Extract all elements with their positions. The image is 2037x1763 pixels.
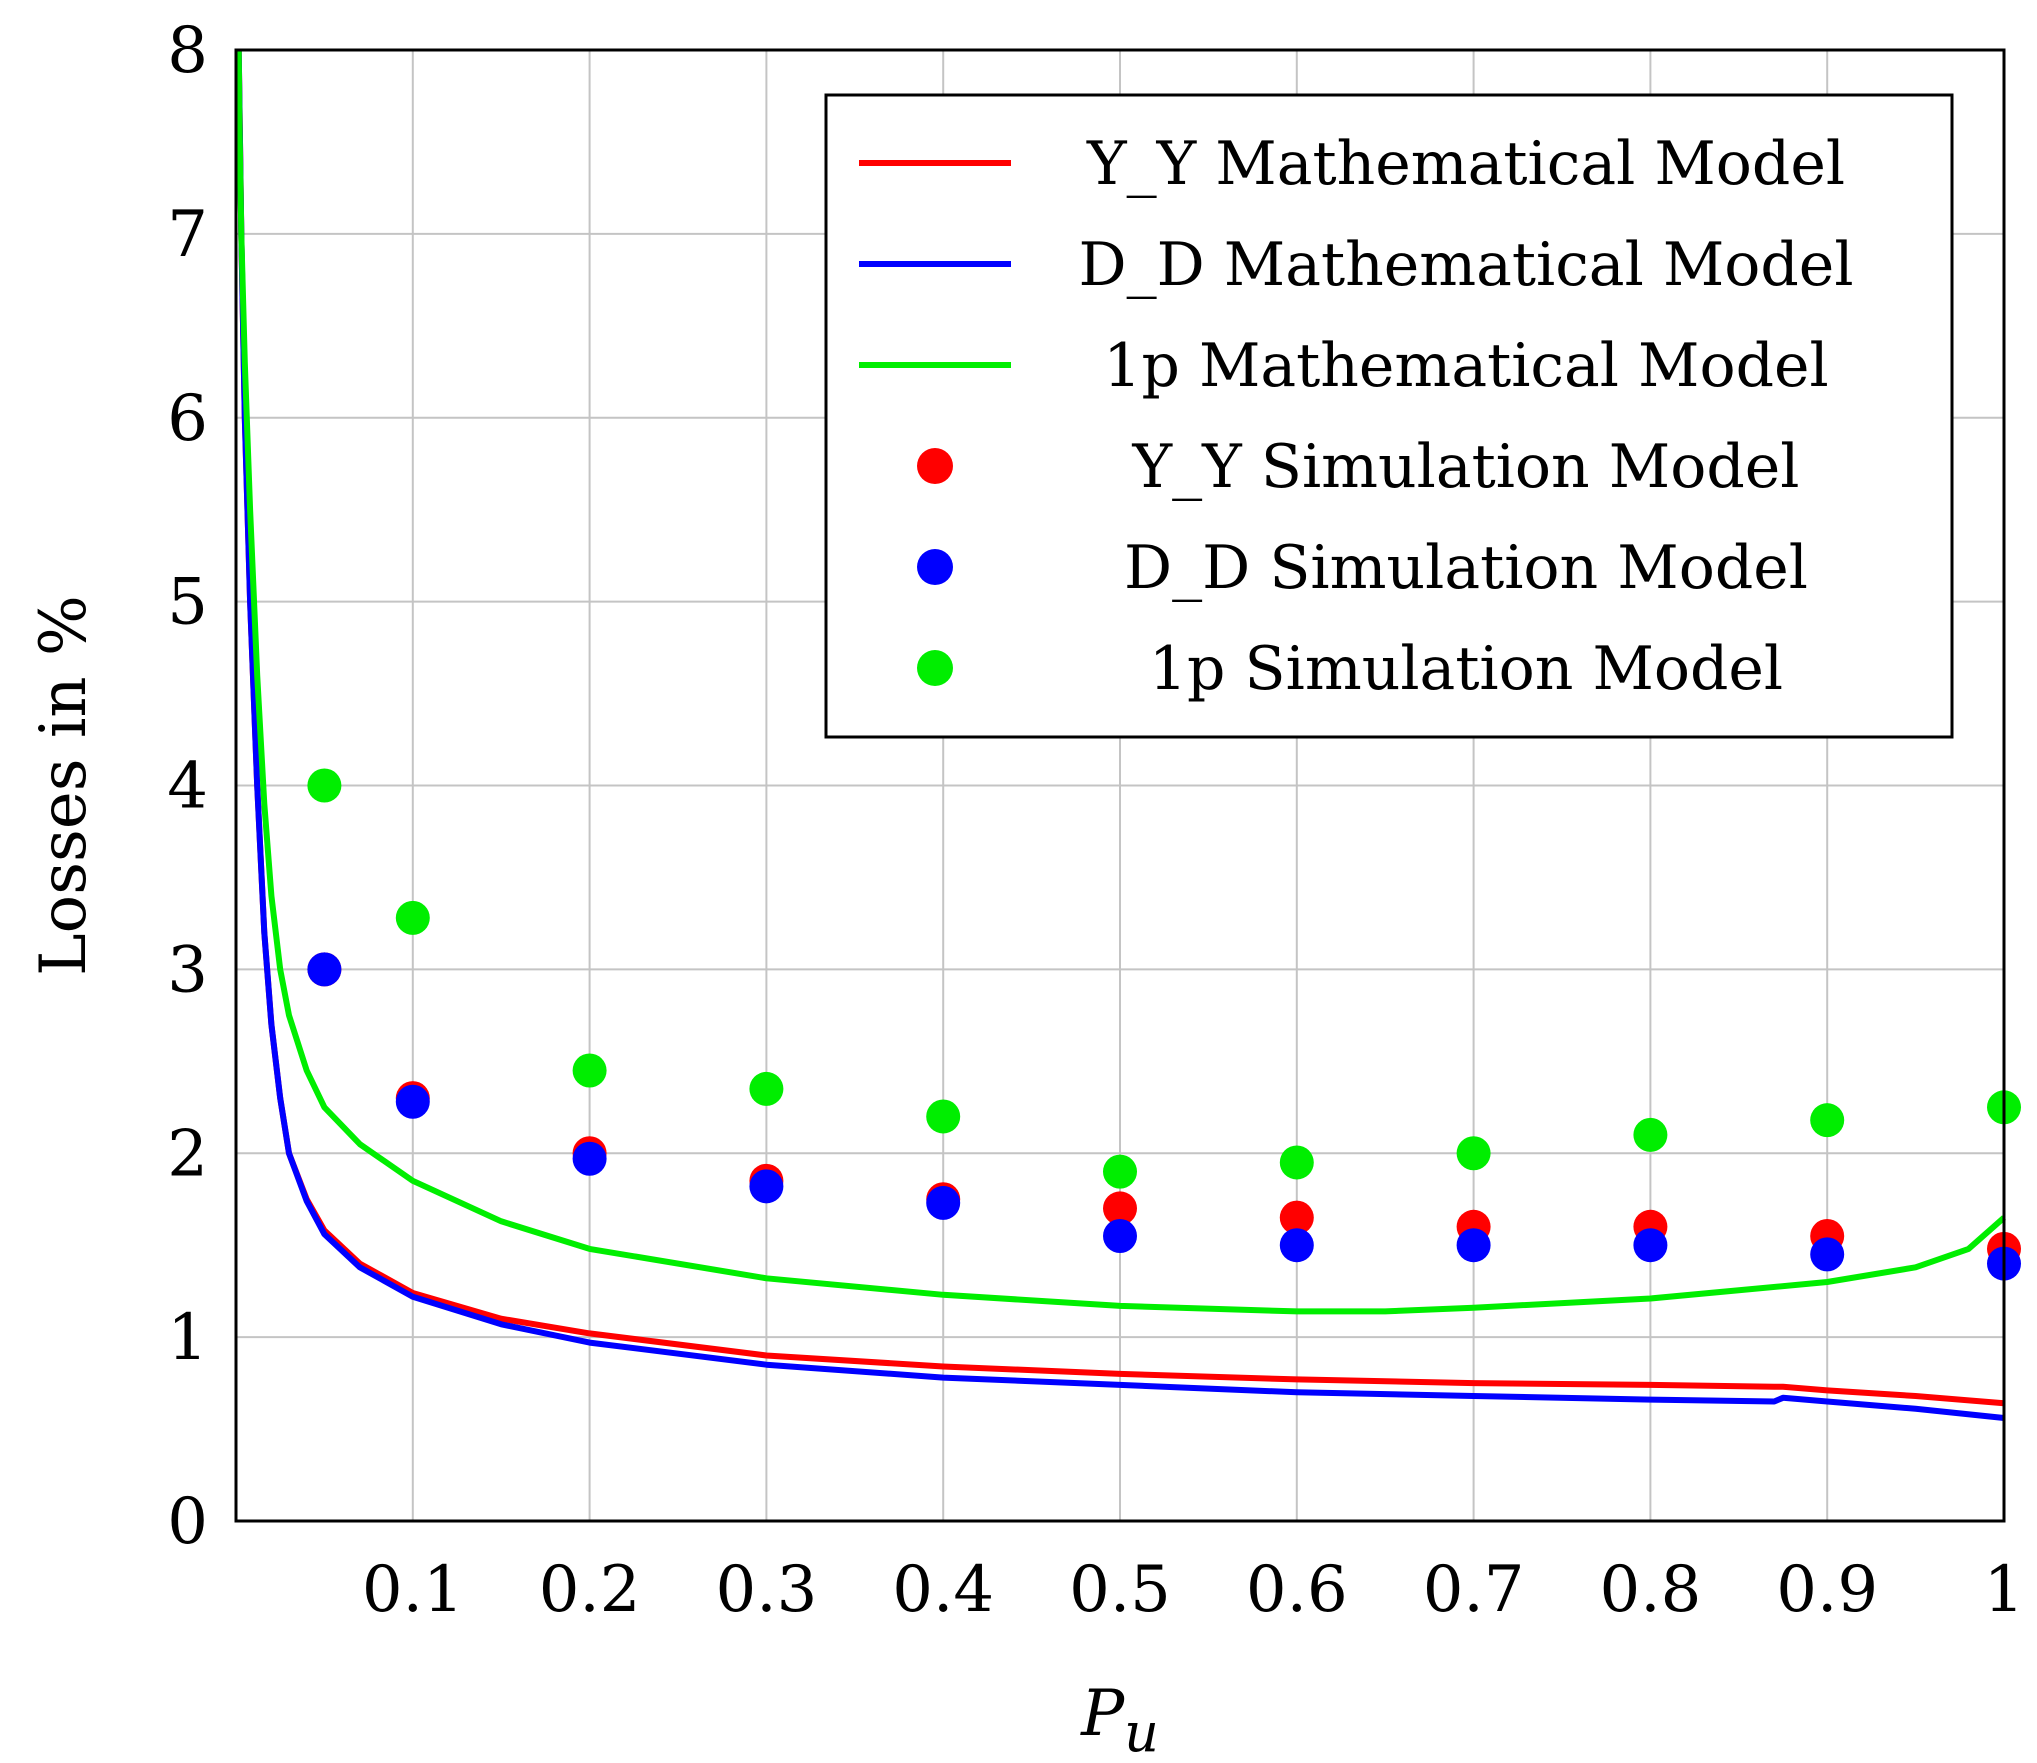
series-line-d-d-mathematical-model — [235, 49, 2005, 1421]
point-d-d-simulation-model — [572, 1141, 607, 1176]
point-y-y-simulation-model — [1279, 1200, 1314, 1235]
legend-label: 1p Mathematical Model — [1103, 331, 1828, 401]
series-layer — [235, 49, 2021, 1421]
x-tick-label: 0.5 — [1069, 1553, 1171, 1627]
x-tick-label: 0.2 — [539, 1553, 641, 1627]
legend-label: Y_Y Simulation Model — [1132, 432, 1800, 502]
series-line-1p-mathematical-model — [235, 49, 2006, 1315]
point-1p-simulation-model — [749, 1071, 784, 1106]
point-d-d-simulation-model — [395, 1084, 430, 1119]
point-1p-simulation-model — [1810, 1103, 1845, 1138]
legend-label: Y_Y Mathematical Model — [1086, 129, 1845, 199]
y-tick-label: 4 — [167, 750, 208, 824]
x-tick-label: 1 — [1984, 1553, 2025, 1627]
legend-label: D_D Simulation Model — [1124, 533, 1808, 603]
y-tick-label: 2 — [167, 1117, 208, 1191]
legend-label: 1p Simulation Model — [1149, 634, 1783, 704]
y-tick-label: 5 — [167, 566, 208, 640]
point-1p-simulation-model — [307, 768, 342, 803]
legend-box — [824, 93, 1954, 739]
point-d-d-simulation-model — [926, 1185, 961, 1220]
tick-labels: 0.1 0.2 0.3 0.4 0.5 0.6 0.7 0.8 0.9 1 0 1 2 3 4 5 6 7 8 — [167, 14, 2024, 1627]
legend-label: D_D Mathematical Model — [1078, 230, 1853, 300]
point-1p-simulation-model — [395, 900, 430, 935]
point-d-d-simulation-model — [1279, 1228, 1314, 1263]
point-1p-simulation-model — [1103, 1154, 1137, 1189]
point-y-y-simulation-model — [1103, 1191, 1137, 1226]
point-1p-simulation-model — [1633, 1117, 1668, 1152]
y-tick-label: 7 — [167, 198, 208, 272]
point-d-d-simulation-model — [749, 1169, 784, 1204]
x-tick-label: 0.3 — [716, 1553, 818, 1627]
point-1p-simulation-model — [572, 1053, 607, 1088]
x-tick-label: 0.4 — [892, 1553, 994, 1627]
x-tick-label: 0.9 — [1776, 1553, 1878, 1627]
point-d-d-simulation-model — [1103, 1218, 1137, 1253]
point-d-d-simulation-model — [1633, 1228, 1668, 1263]
x-tick-label: 0.1 — [362, 1553, 464, 1627]
legend: Y_Y Mathematical Model D_D Mathematical M… — [824, 93, 1954, 739]
point-1p-simulation-model — [1456, 1136, 1491, 1171]
x-tick-label: 0.7 — [1423, 1553, 1525, 1627]
point-1p-simulation-model — [1279, 1145, 1314, 1180]
y-tick-label: 6 — [167, 382, 208, 456]
x-tick-label: 0.8 — [1600, 1553, 1702, 1627]
x-tick-label: 0.6 — [1246, 1553, 1348, 1627]
legend-swatch-1p-simulation-model — [917, 650, 953, 686]
y-axis-title: Losses in % — [27, 595, 101, 976]
point-d-d-simulation-model — [307, 952, 342, 987]
y-tick-label: 3 — [167, 933, 208, 1007]
point-d-d-simulation-model — [1810, 1237, 1845, 1272]
y-tick-label: 0 — [167, 1485, 208, 1559]
point-1p-simulation-model — [926, 1099, 961, 1134]
y-tick-label: 8 — [167, 14, 208, 88]
x-axis-title: Pu — [1080, 1677, 1159, 1763]
legend-swatch-y-y-simulation-model — [917, 448, 953, 484]
plot-frame — [234, 48, 2006, 1523]
y-tick-label: 1 — [167, 1301, 208, 1375]
point-d-d-simulation-model — [1456, 1228, 1491, 1263]
legend-swatch-d-d-simulation-model — [917, 549, 953, 585]
